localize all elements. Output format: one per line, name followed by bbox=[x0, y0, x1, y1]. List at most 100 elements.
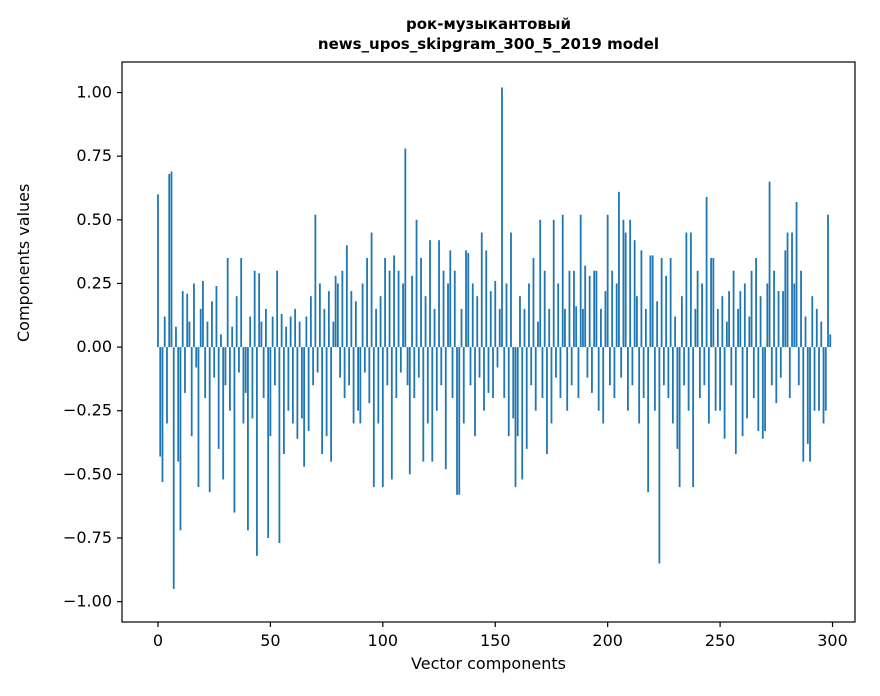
x-tick-label: 50 bbox=[260, 631, 280, 650]
bar bbox=[541, 347, 544, 398]
bar bbox=[712, 258, 715, 348]
bar bbox=[300, 347, 303, 419]
bar bbox=[188, 321, 191, 348]
bar bbox=[696, 270, 699, 348]
bar bbox=[483, 347, 485, 411]
bar bbox=[523, 308, 526, 348]
bar bbox=[453, 270, 456, 348]
bar bbox=[276, 270, 279, 348]
bar bbox=[588, 275, 591, 348]
bar bbox=[465, 250, 467, 348]
bar bbox=[309, 296, 312, 348]
bar bbox=[662, 347, 665, 386]
bar bbox=[224, 347, 227, 386]
bar bbox=[620, 347, 623, 378]
y-tick-label: 0.75 bbox=[76, 146, 112, 165]
bar bbox=[242, 347, 245, 424]
bar bbox=[379, 296, 382, 348]
x-tick-label: 150 bbox=[480, 631, 511, 650]
x-tick-label: 250 bbox=[705, 631, 736, 650]
bar bbox=[247, 347, 249, 531]
bar bbox=[568, 270, 571, 348]
bar bbox=[806, 347, 809, 444]
bar bbox=[348, 347, 350, 386]
bar bbox=[390, 347, 393, 480]
bar bbox=[496, 347, 499, 368]
bar bbox=[732, 270, 735, 348]
bar bbox=[485, 250, 488, 348]
bar bbox=[552, 219, 555, 348]
bar bbox=[303, 347, 306, 467]
bar bbox=[548, 308, 551, 348]
bar bbox=[406, 347, 409, 386]
bar bbox=[811, 296, 814, 348]
bar bbox=[797, 347, 800, 386]
bar bbox=[197, 347, 200, 488]
bar bbox=[651, 255, 654, 348]
bar bbox=[399, 347, 402, 373]
bar bbox=[354, 301, 357, 348]
bar bbox=[622, 219, 625, 348]
bar bbox=[689, 232, 692, 348]
bar bbox=[593, 270, 596, 348]
bar bbox=[298, 321, 301, 348]
bar bbox=[775, 347, 778, 404]
bar bbox=[755, 258, 757, 348]
bar bbox=[231, 326, 234, 348]
bar bbox=[460, 308, 463, 348]
bar bbox=[770, 347, 773, 386]
bar bbox=[802, 347, 805, 462]
bar bbox=[177, 347, 180, 462]
bar bbox=[728, 291, 730, 348]
bar bbox=[233, 347, 236, 513]
bar bbox=[824, 347, 827, 411]
bar bbox=[566, 347, 569, 411]
bar bbox=[822, 347, 825, 424]
bar bbox=[701, 283, 703, 348]
bar bbox=[791, 232, 793, 348]
bar bbox=[705, 196, 708, 348]
bar bbox=[537, 321, 539, 348]
bar bbox=[417, 347, 420, 378]
chart-title-line-2: news_upos_skipgram_300_5_2019 model bbox=[317, 35, 660, 53]
bar bbox=[777, 291, 780, 348]
bar bbox=[429, 240, 431, 348]
chart-title: рок-музыкантовый news_upos_skipgram_300_… bbox=[122, 14, 855, 54]
bar bbox=[345, 245, 348, 348]
bar bbox=[768, 181, 771, 348]
bar bbox=[217, 347, 220, 449]
bar bbox=[577, 347, 580, 398]
bar bbox=[609, 347, 611, 386]
bar bbox=[318, 283, 321, 348]
bar bbox=[175, 326, 177, 348]
bar bbox=[494, 280, 497, 348]
bar bbox=[514, 347, 517, 488]
bar bbox=[503, 347, 506, 398]
bar bbox=[244, 347, 247, 393]
bar bbox=[575, 306, 578, 348]
bar bbox=[366, 258, 368, 348]
bar bbox=[804, 316, 807, 348]
bar bbox=[368, 347, 371, 404]
bar bbox=[285, 326, 288, 348]
bar bbox=[629, 219, 632, 348]
bar bbox=[435, 347, 438, 411]
bar bbox=[642, 347, 645, 398]
bar bbox=[184, 347, 186, 393]
bar bbox=[282, 347, 285, 454]
bar bbox=[393, 255, 395, 348]
bar bbox=[193, 283, 195, 348]
bar bbox=[449, 250, 452, 348]
bar bbox=[521, 347, 524, 480]
bar bbox=[240, 258, 243, 348]
bar bbox=[555, 347, 557, 378]
bar bbox=[818, 347, 820, 411]
bar bbox=[829, 334, 832, 348]
bar bbox=[570, 347, 573, 386]
bar bbox=[734, 347, 737, 454]
bar bbox=[413, 347, 416, 398]
bar bbox=[253, 270, 256, 348]
bar bbox=[757, 347, 760, 432]
bar bbox=[474, 347, 476, 437]
bar bbox=[678, 347, 681, 488]
